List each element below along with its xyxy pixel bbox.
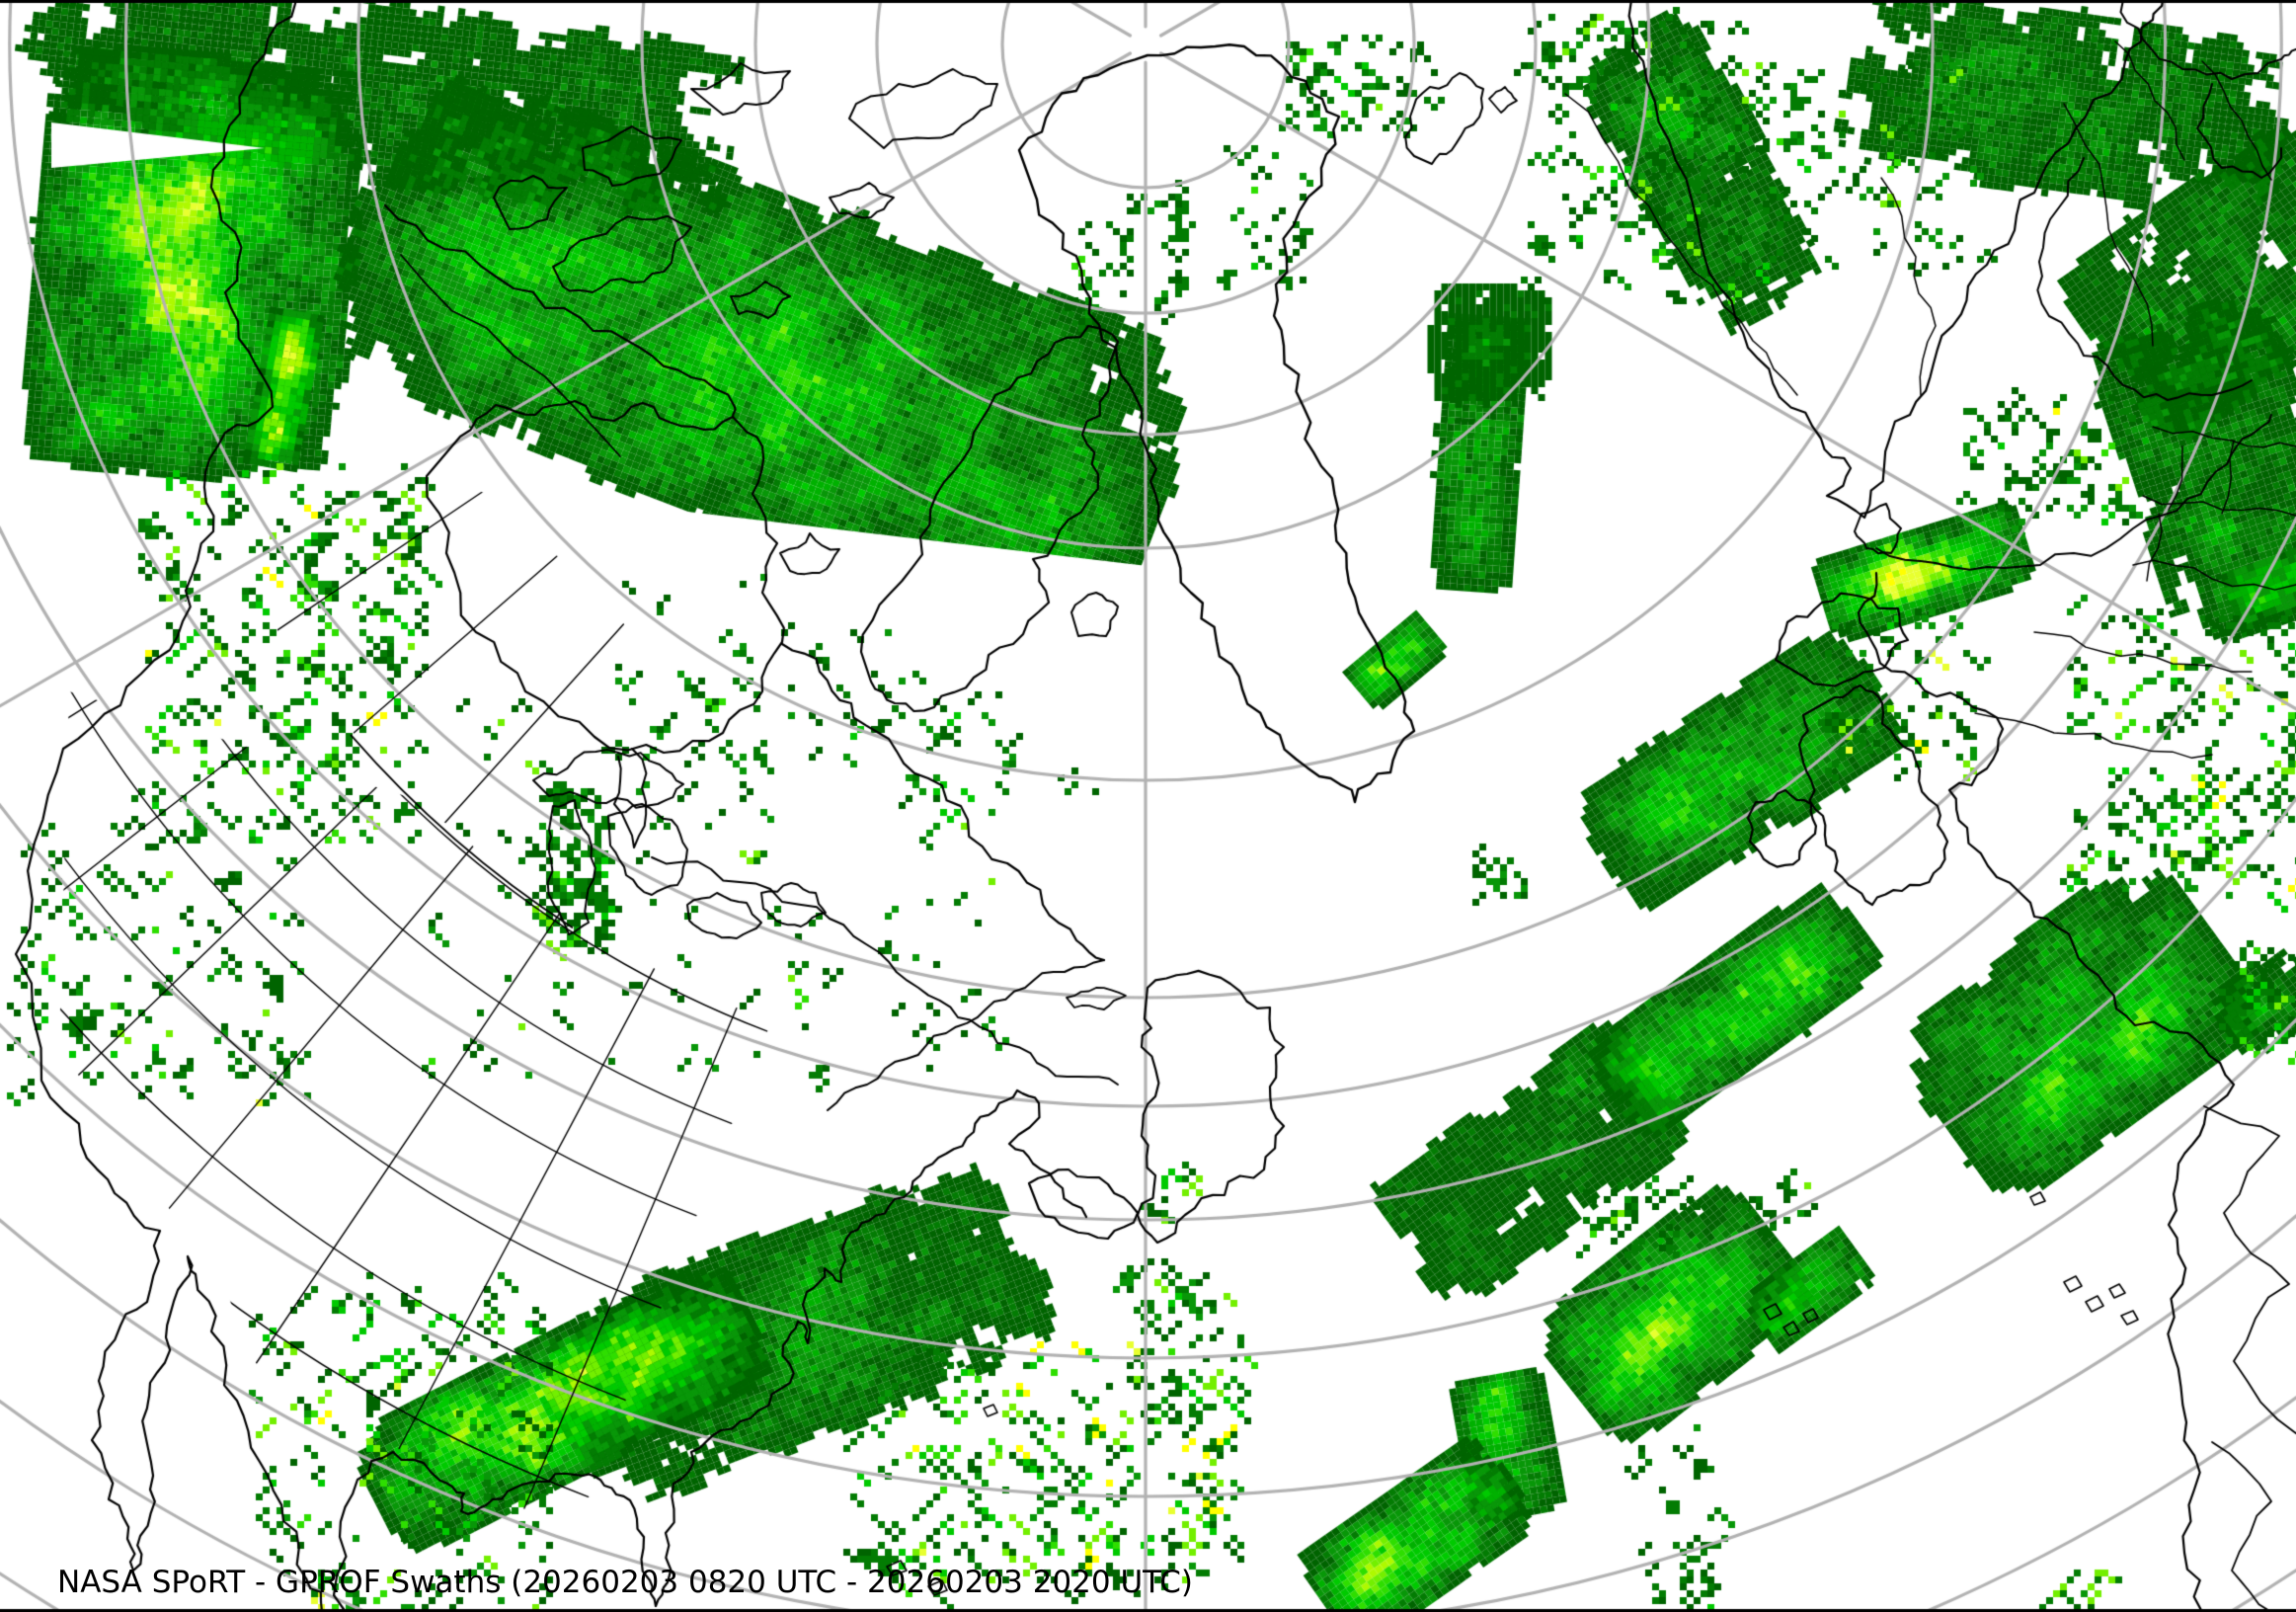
map-title-label: NASA SPoRT - GPROF Swaths (20260203 0820… — [57, 1565, 1193, 1600]
